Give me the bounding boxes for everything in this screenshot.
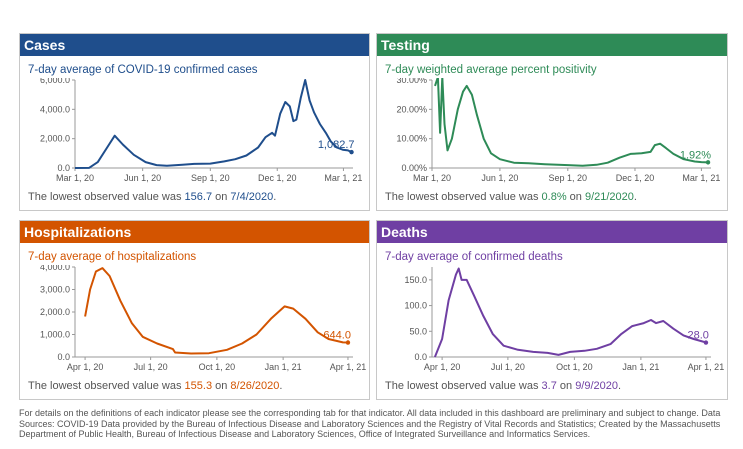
footer-sources: For details on the definitions of each i…	[19, 408, 721, 439]
series-line	[434, 78, 709, 167]
note-value: 0.8%	[541, 191, 567, 203]
x-tick-label: Dec 1, 20	[258, 173, 297, 183]
note-mid: on	[212, 191, 231, 203]
testing-chart: 0.00% 10.00% 20.00% 30.00% Mar 1, 20 Jun 1, 2…	[396, 78, 720, 183]
hospitalizations-panel: Hospitalizations 7-day average of hospit…	[19, 220, 370, 400]
y-tick-label: 0.0	[414, 352, 427, 362]
y-tick-label: 0.0	[57, 163, 70, 173]
note-value: 156.7	[184, 191, 213, 203]
note-value: 155.3	[184, 380, 213, 392]
lowest-value-note: The lowest observed value was 3.7 on 9/9…	[385, 380, 621, 392]
end-value-label: 28.0	[688, 330, 709, 342]
note-mid: on	[556, 380, 576, 392]
panel-subtitle: 7-day average of COVID-19 confirmed case…	[28, 64, 258, 76]
x-tick-label: Jun 1, 20	[124, 173, 161, 183]
testing-panel: Testing 7-day weighted average percent p…	[376, 33, 728, 211]
x-tick-label: Sep 1, 20	[191, 173, 230, 183]
lowest-value-note: The lowest observed value was 155.3 on 8…	[28, 380, 282, 392]
y-tick-label: 0.0	[57, 352, 70, 362]
series-line	[74, 79, 352, 169]
x-tick-label: Mar 1, 21	[682, 173, 720, 183]
y-tick-label: 6,000.0	[40, 78, 70, 85]
note-suffix: .	[273, 191, 277, 203]
end-point	[703, 340, 709, 345]
x-tick-label: Jun 1, 20	[481, 173, 518, 183]
y-tick-label: 100.0	[404, 301, 427, 311]
y-tick-label: 4,000.0	[40, 104, 70, 114]
y-tick-label: 50.0	[409, 326, 427, 336]
panel-subtitle: 7-day weighted average percent positivit…	[385, 64, 597, 76]
note-prefix: The lowest observed value was	[28, 380, 185, 392]
end-point	[349, 149, 354, 155]
x-tick-label: Mar 1, 20	[413, 173, 451, 183]
deaths-panel: Deaths 7-day average of confirmed deaths…	[376, 220, 728, 400]
end-value-label: 1,082.7	[318, 139, 355, 151]
panel-subtitle: 7-day average of confirmed deaths	[385, 251, 563, 263]
x-tick-label: Jul 1, 20	[134, 362, 168, 372]
x-tick-label: Apr 1, 21	[688, 362, 725, 372]
cases-panel: Cases 7-day average of COVID-19 confirme…	[19, 33, 370, 211]
y-tick-label: 30.00%	[396, 78, 427, 85]
note-suffix: .	[633, 191, 637, 203]
y-tick-label: 20.00%	[396, 104, 427, 114]
cases-chart: 0.0 2,000.0 4,000.0 6,000.0 Mar 1, 20 Jun 1, …	[40, 78, 362, 183]
note-date: 9/9/2020	[575, 380, 619, 392]
panel-header: Cases	[20, 34, 369, 56]
note-value: 3.7	[541, 380, 557, 392]
lowest-value-note: The lowest observed value was 156.7 on 7…	[28, 191, 276, 203]
panel-header: Testing	[377, 34, 727, 56]
y-tick-label: 2,000.0	[40, 307, 70, 317]
note-date: 7/4/2020	[230, 191, 274, 203]
y-tick-label: 1,000.0	[40, 330, 70, 340]
note-date: 9/21/2020	[584, 191, 634, 203]
end-value-label: 1.92%	[680, 149, 711, 161]
note-prefix: The lowest observed value was	[28, 191, 185, 203]
series-line	[433, 267, 707, 358]
x-tick-label: Jan 1, 21	[265, 362, 302, 372]
note-suffix: .	[279, 380, 283, 392]
x-tick-label: Apr 1, 20	[67, 362, 104, 372]
panel-header: Hospitalizations	[20, 221, 369, 243]
panel-subtitle: 7-day average of hospitalizations	[28, 251, 197, 263]
end-point	[345, 340, 351, 345]
note-prefix: The lowest observed value was	[385, 380, 542, 392]
x-tick-label: Sep 1, 20	[549, 173, 588, 183]
panel-header: Deaths	[377, 221, 727, 243]
note-suffix: .	[618, 380, 622, 392]
y-tick-label: 10.00%	[396, 134, 427, 144]
x-tick-label: Apr 1, 20	[424, 362, 461, 372]
x-tick-label: Jan 1, 21	[622, 362, 659, 372]
x-tick-label: Dec 1, 20	[616, 173, 655, 183]
note-prefix: The lowest observed value was	[385, 191, 542, 203]
end-point	[705, 160, 711, 165]
x-tick-label: Apr 1, 21	[330, 362, 367, 372]
y-tick-label: 4,000.0	[40, 265, 70, 272]
note-date: 8/26/2020	[230, 380, 280, 392]
lowest-value-note: The lowest observed value was 0.8% on 9/…	[385, 191, 637, 203]
note-mid: on	[212, 380, 231, 392]
y-tick-label: 3,000.0	[40, 285, 70, 295]
deaths-chart: 0.0 50.0 100.0 150.0 Apr 1, 20 Jul 1, 20 Oct 1…	[404, 267, 725, 372]
end-value-label: 644.0	[323, 330, 351, 342]
series-line	[84, 267, 349, 355]
hospitalizations-chart: 0.0 1,000.0 2,000.0 3,000.0 4,000.0 Apr 1, 20…	[40, 265, 367, 372]
x-tick-label: Mar 1, 20	[56, 173, 94, 183]
x-tick-label: Oct 1, 20	[199, 362, 236, 372]
note-mid: on	[566, 191, 585, 203]
x-tick-label: Jul 1, 20	[491, 362, 525, 372]
x-tick-label: Mar 1, 21	[324, 173, 362, 183]
y-tick-label: 0.00%	[401, 163, 427, 173]
y-tick-label: 150.0	[404, 275, 427, 285]
x-tick-label: Oct 1, 20	[556, 362, 593, 372]
y-tick-label: 2,000.0	[40, 134, 70, 144]
